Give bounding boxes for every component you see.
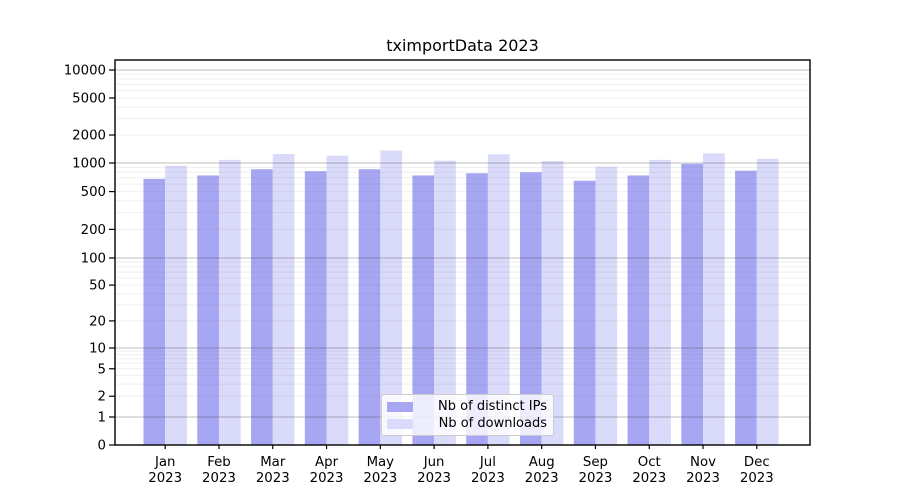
x-tick-label: Oct 2023	[632, 455, 666, 486]
bar-distinct-ips-jun	[412, 175, 435, 446]
bar-downloads-mar	[272, 153, 295, 445]
legend-row-distinct-ips: Nb of distinct IPs	[387, 399, 547, 414]
bar-downloads-apr	[326, 155, 349, 445]
bar-downloads-jan	[165, 165, 187, 446]
y-tick-label: 500	[81, 185, 106, 200]
y-tick-label: 20	[89, 314, 106, 329]
y-tick-label: 10	[89, 342, 106, 357]
bar-downloads-aug	[541, 161, 564, 445]
y-tick-label: 10000	[64, 64, 106, 79]
legend-label-downloads: Nb of downloads	[438, 416, 547, 431]
bar-distinct-ips-feb	[197, 175, 219, 446]
bar-distinct-ips-nov	[681, 163, 704, 445]
y-tick-label: 5000	[72, 91, 106, 106]
legend-swatch-downloads	[387, 418, 413, 429]
y-tick-label: 0	[98, 439, 106, 454]
y-tick-label: 2	[98, 390, 106, 405]
y-tick-label: 1000	[72, 157, 106, 172]
axes-frame	[114, 59, 811, 446]
bar-downloads-sep	[595, 166, 618, 446]
x-tick-label: Aug 2023	[525, 455, 559, 486]
bar-distinct-ips-aug	[519, 172, 542, 445]
legend: Nb of distinct IPs Nb of downloads	[381, 394, 554, 436]
y-tick-label: 100	[81, 252, 106, 267]
y-tick-label: 5	[98, 362, 106, 377]
x-tick-label: Dec 2023	[740, 455, 774, 486]
bar-downloads-may	[380, 150, 403, 446]
bar-distinct-ips-sep	[573, 180, 596, 445]
x-tick-label: Jul 2023	[471, 455, 505, 486]
x-tick-label: Nov 2023	[686, 455, 720, 486]
legend-row-downloads: Nb of downloads	[387, 416, 547, 431]
y-tick-label: 50	[89, 279, 106, 294]
y-tick-label: 200	[81, 223, 106, 238]
legend-label-distinct-ips: Nb of distinct IPs	[438, 399, 547, 414]
legend-swatch-distinct-ips	[387, 401, 413, 412]
x-tick-label: Mar 2023	[256, 455, 290, 486]
chart-title: tximportData 2023	[386, 36, 539, 55]
bar-distinct-ips-mar	[251, 169, 273, 445]
bar-downloads-jun	[434, 160, 456, 446]
x-tick-label: Jun 2023	[417, 455, 451, 486]
y-tick-label: 2000	[72, 129, 106, 144]
bar-downloads-jul	[487, 154, 510, 446]
x-tick-label: Jan 2023	[148, 455, 182, 486]
bar-distinct-ips-dec	[735, 170, 757, 446]
bar-distinct-ips-may	[358, 169, 381, 445]
bar-downloads-nov	[703, 153, 725, 445]
bar-distinct-ips-jul	[466, 173, 488, 445]
bar-downloads-oct	[649, 159, 671, 445]
bar-distinct-ips-apr	[304, 171, 327, 445]
x-tick-label: May 2023	[363, 455, 397, 486]
x-tick-label: Feb 2023	[202, 455, 236, 486]
bar-distinct-ips-oct	[627, 175, 650, 446]
y-tick-label: 1	[98, 411, 106, 426]
bar-downloads-dec	[756, 158, 779, 445]
x-tick-label: Sep 2023	[579, 455, 613, 486]
bar-downloads-feb	[218, 159, 241, 445]
x-tick-label: Apr 2023	[310, 455, 344, 486]
bar-distinct-ips-jan	[143, 178, 166, 445]
